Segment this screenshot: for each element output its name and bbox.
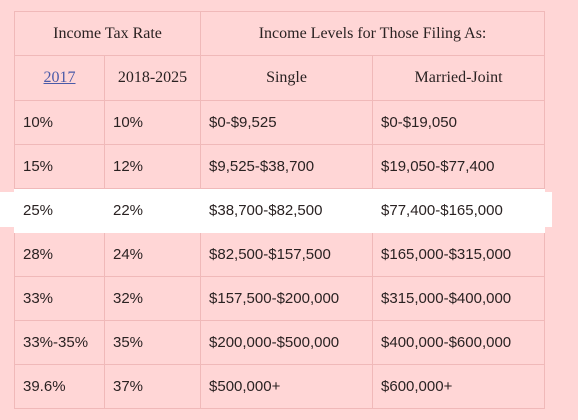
cell-rate-2017: 28% xyxy=(14,232,105,277)
cell-single: $200,000-$500,000 xyxy=(200,320,374,365)
cell-single: $500,000+ xyxy=(200,364,374,409)
table-row: 10% 10% $0-$9,525 $0-$19,050 xyxy=(14,100,546,145)
header-row-secondary: 2017 2018-2025 Single Married-Joint xyxy=(14,55,546,101)
cell-married: $600,000+ xyxy=(372,364,546,409)
cell-rate-2018: 24% xyxy=(103,232,202,277)
cell-married: $19,050-$77,400 xyxy=(372,144,546,189)
header-year-2018-2025: 2018-2025 xyxy=(103,55,202,101)
table-row: 33%-35% 35% $200,000-$500,000 $400,000-$… xyxy=(14,320,546,365)
header-income-tax-rate: Income Tax Rate xyxy=(13,11,202,56)
header-married-joint: Married-Joint xyxy=(372,55,546,101)
tax-table-container: Income Tax Rate Income Levels for Those … xyxy=(13,11,546,409)
cell-single: $38,700-$82,500 xyxy=(200,188,374,233)
cell-rate-2017: 33%-35% xyxy=(14,320,105,365)
cell-rate-2017: 15% xyxy=(14,144,105,189)
cell-married: $165,000-$315,000 xyxy=(372,232,546,277)
cell-married: $77,400-$165,000 xyxy=(372,188,546,233)
cell-rate-2018: 32% xyxy=(103,276,202,321)
cell-rate-2018: 37% xyxy=(103,364,202,409)
cell-rate-2017: 25% xyxy=(14,188,105,233)
table-row: 15% 12% $9,525-$38,700 $19,050-$77,400 xyxy=(14,144,546,189)
cell-single: $0-$9,525 xyxy=(200,100,374,145)
cell-single: $157,500-$200,000 xyxy=(200,276,374,321)
cell-married: $400,000-$600,000 xyxy=(372,320,546,365)
header-income-levels: Income Levels for Those Filing As: xyxy=(200,11,546,56)
cell-married: $0-$19,050 xyxy=(372,100,546,145)
table-row: 33% 32% $157,500-$200,000 $315,000-$400,… xyxy=(14,276,546,321)
cell-rate-2017: 33% xyxy=(14,276,105,321)
year-2017-link[interactable]: 2017 xyxy=(43,69,76,86)
cell-rate-2017: 39.6% xyxy=(14,364,105,409)
tax-bracket-table: Income Tax Rate Income Levels for Those … xyxy=(13,11,546,409)
header-year-2017: 2017 xyxy=(14,55,105,101)
header-single: Single xyxy=(200,55,374,101)
cell-rate-2018: 35% xyxy=(103,320,202,365)
header-row-primary: Income Tax Rate Income Levels for Those … xyxy=(13,11,546,56)
cell-single: $82,500-$157,500 xyxy=(200,232,374,277)
cell-rate-2018: 10% xyxy=(103,100,202,145)
cell-married: $315,000-$400,000 xyxy=(372,276,546,321)
table-row-highlighted: 25% 22% $38,700-$82,500 $77,400-$165,000 xyxy=(14,188,546,233)
cell-rate-2017: 10% xyxy=(14,100,105,145)
cell-rate-2018: 12% xyxy=(103,144,202,189)
table-row: 39.6% 37% $500,000+ $600,000+ xyxy=(14,364,546,409)
cell-rate-2018: 22% xyxy=(103,188,202,233)
cell-single: $9,525-$38,700 xyxy=(200,144,374,189)
table-row: 28% 24% $82,500-$157,500 $165,000-$315,0… xyxy=(14,232,546,277)
